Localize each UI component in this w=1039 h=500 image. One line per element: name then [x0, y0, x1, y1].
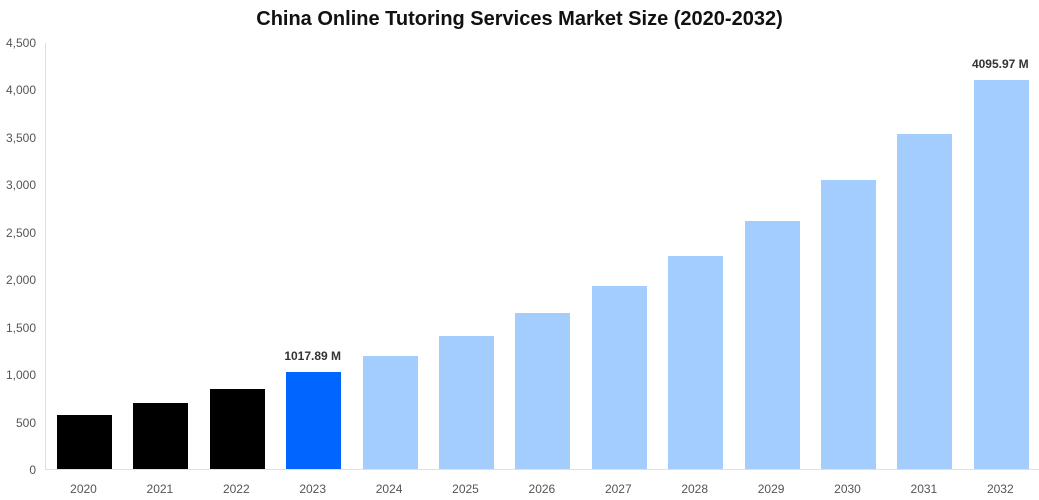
y-tick-label: 0 [29, 463, 36, 477]
bar-2032[interactable] [973, 80, 1029, 469]
bar-2021[interactable] [133, 402, 189, 469]
x-tick-label: 2024 [375, 482, 403, 496]
data-label: 4095.97 M [971, 57, 1029, 72]
y-tick-label: 2,000 [5, 273, 36, 288]
y-tick-label: 4,000 [5, 83, 36, 98]
x-tick-label: 2029 [757, 482, 785, 496]
y-tick-label: 2,500 [5, 225, 36, 240]
plot-area [45, 43, 1039, 470]
x-tick-label: 2027 [604, 482, 632, 496]
chart-title: China Online Tutoring Services Market Si… [256, 8, 783, 30]
bar-2023[interactable] [286, 372, 342, 469]
y-tick-label: 500 [15, 415, 36, 430]
bar-2029[interactable] [744, 220, 800, 469]
y-tick-label: 1,500 [5, 320, 36, 335]
y-tick-label: 3,500 [5, 130, 36, 145]
x-tick-label: 2020 [70, 482, 97, 496]
x-tick-label: 2023 [299, 482, 327, 496]
x-tick-label: 2025 [452, 482, 479, 496]
bar-2020[interactable] [57, 414, 112, 469]
x-tick-label: 2022 [222, 482, 250, 496]
bar-2022[interactable] [209, 388, 265, 469]
x-tick-label: 2032 [986, 482, 1014, 496]
bar-2025[interactable] [439, 336, 494, 469]
bar-2024[interactable] [362, 356, 418, 469]
data-label: 1017.89 M [284, 349, 342, 364]
x-tick-label: 2026 [528, 482, 556, 496]
bar-2028[interactable] [668, 255, 724, 469]
bar-2031[interactable] [897, 134, 953, 469]
x-tick-label: 2021 [146, 482, 174, 496]
bar-2026[interactable] [515, 312, 571, 469]
x-tick-label: 2028 [681, 482, 709, 496]
y-tick-label: 1,000 [5, 368, 36, 383]
y-tick-label: 4,500 [5, 36, 36, 50]
y-tick-label: 3,000 [5, 178, 36, 193]
x-tick-label: 2031 [910, 482, 938, 496]
bar-2030[interactable] [821, 180, 876, 469]
x-tick-label: 2030 [834, 482, 861, 496]
bar-2027[interactable] [591, 285, 647, 469]
